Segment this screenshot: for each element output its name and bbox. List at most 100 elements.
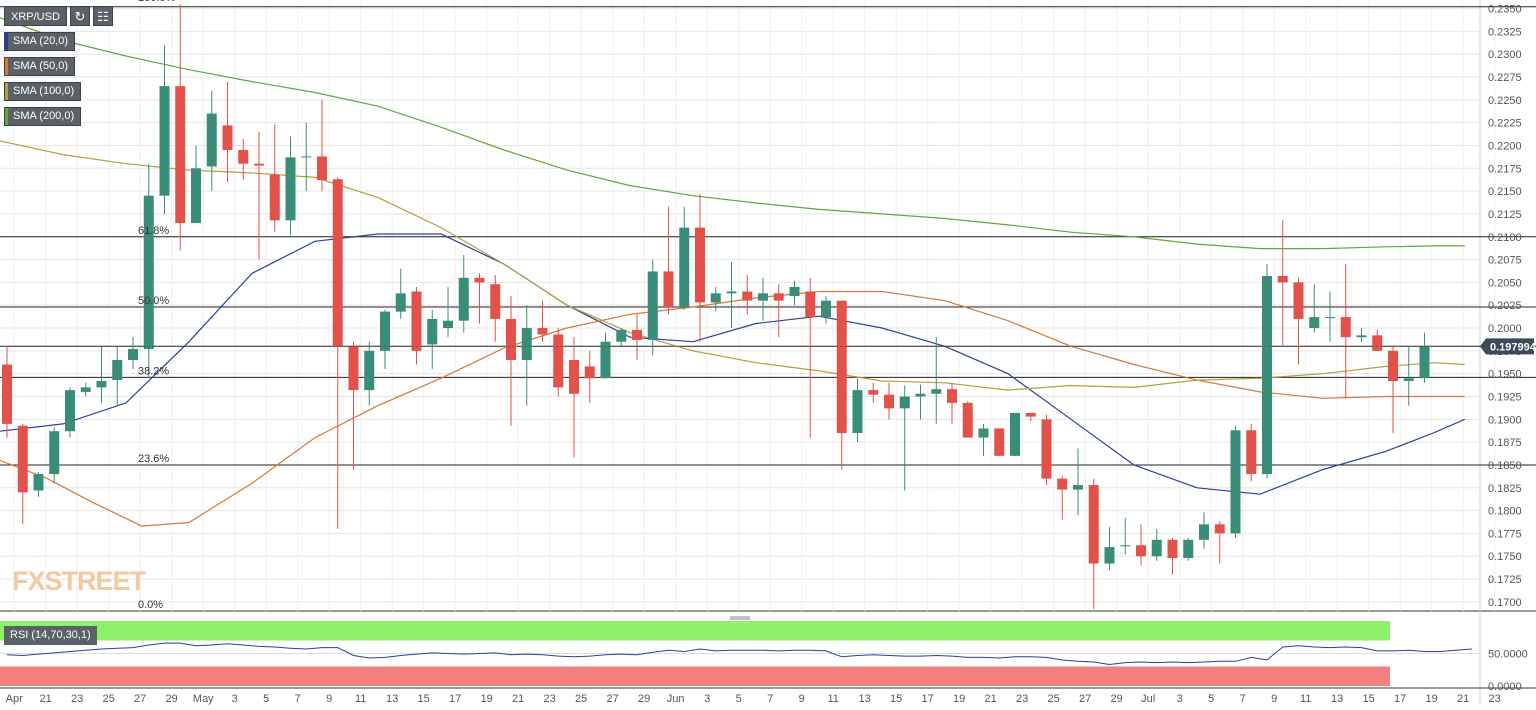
candle-body bbox=[1246, 430, 1257, 475]
candle-body bbox=[947, 389, 957, 403]
x-tick-label: 29 bbox=[1111, 693, 1123, 705]
candle-body bbox=[537, 328, 548, 335]
y-tick-label: 0.1750 bbox=[1488, 551, 1522, 563]
candle-body bbox=[836, 300, 847, 434]
y-tick-label: 0.2025 bbox=[1488, 300, 1522, 312]
legend-sma-20[interactable]: SMA (20,0) bbox=[4, 32, 76, 51]
candle-body bbox=[1025, 412, 1036, 417]
legend-sma-200[interactable]: SMA (200,0) bbox=[4, 107, 82, 126]
candle-body bbox=[380, 311, 390, 351]
candle-body bbox=[443, 320, 453, 329]
candle-body bbox=[96, 380, 107, 388]
y-tick-label: 0.1725 bbox=[1488, 574, 1522, 586]
legend-sma-100[interactable]: SMA (100,0) bbox=[4, 82, 82, 101]
candle-body bbox=[789, 286, 800, 297]
candle-body bbox=[1120, 545, 1131, 547]
candle-body bbox=[112, 359, 123, 381]
rsi-legend-label[interactable]: RSI (14,70,30,1) bbox=[4, 626, 97, 645]
candle-body bbox=[80, 387, 91, 392]
chart-toolbar: XRP/USD ↻ ☷ bbox=[4, 6, 113, 26]
candle-body bbox=[884, 394, 894, 409]
rsi-line bbox=[6, 642, 1472, 666]
sma-line bbox=[0, 233, 1466, 495]
candle-body bbox=[632, 329, 642, 340]
candle-body bbox=[1199, 524, 1209, 540]
symbol-selector[interactable]: XRP/USD bbox=[4, 6, 67, 26]
candle-body bbox=[1340, 317, 1351, 338]
x-tick-label: 15 bbox=[890, 693, 902, 705]
y-tick-label: 0.1900 bbox=[1488, 414, 1522, 426]
candle-body bbox=[65, 390, 75, 432]
candle-body bbox=[978, 428, 989, 438]
candle-body bbox=[1309, 317, 1320, 329]
candle-body bbox=[1183, 539, 1194, 559]
refresh-icon[interactable]: ↻ bbox=[69, 6, 90, 26]
x-tick-label: 13 bbox=[1331, 693, 1343, 705]
x-tick-label: Jun bbox=[667, 693, 685, 705]
candle-body bbox=[474, 277, 485, 283]
candle-body bbox=[1403, 378, 1414, 381]
candle-body bbox=[616, 329, 627, 342]
x-tick-label: 11 bbox=[355, 693, 366, 705]
y-tick-label: 0.2125 bbox=[1488, 209, 1522, 221]
candle-body bbox=[600, 341, 611, 379]
rsi-oversold-zone bbox=[0, 666, 1390, 686]
candle-body bbox=[1277, 276, 1288, 283]
x-tick-label: 13 bbox=[859, 693, 871, 705]
x-tick-label: 3 bbox=[1177, 693, 1183, 705]
candle-body bbox=[773, 293, 784, 301]
candle-body bbox=[821, 300, 831, 318]
candle-body bbox=[663, 271, 674, 308]
y-tick-label: 0.2200 bbox=[1488, 140, 1522, 152]
candle-body bbox=[710, 293, 721, 303]
candle-body bbox=[915, 393, 926, 397]
candle-body bbox=[1167, 539, 1178, 559]
candle-body bbox=[931, 389, 942, 394]
candle-body bbox=[899, 396, 910, 409]
y-tick-label: 0.2000 bbox=[1488, 323, 1522, 335]
x-tick-label: Apr bbox=[6, 693, 23, 705]
x-tick-label: 15 bbox=[1363, 693, 1375, 705]
x-tick-label: 25 bbox=[575, 693, 587, 705]
y-tick-label: 0.1825 bbox=[1488, 483, 1522, 495]
x-tick-label: 27 bbox=[1079, 693, 1091, 705]
x-tick-label: 25 bbox=[103, 693, 115, 705]
rsi-y-tick-label: 0.0000 bbox=[1488, 681, 1522, 693]
y-tick-label: 0.1775 bbox=[1488, 528, 1522, 540]
x-tick-label: 5 bbox=[736, 693, 742, 705]
x-tick-label: 7 bbox=[1240, 693, 1246, 705]
x-tick-label: 11 bbox=[1300, 693, 1311, 705]
x-tick-label: 27 bbox=[607, 693, 619, 705]
sma-line bbox=[0, 140, 1465, 391]
legend-sma-200-label: SMA (200,0) bbox=[13, 110, 75, 122]
rsi-y-tick-label: 50.0000 bbox=[1488, 649, 1528, 661]
x-tick-label: 23 bbox=[1489, 693, 1501, 705]
candle-body bbox=[49, 431, 60, 475]
candle-body bbox=[411, 291, 422, 351]
x-tick-label: 23 bbox=[1016, 693, 1028, 705]
fib-level-label: 0.0% bbox=[138, 599, 163, 611]
candle-body bbox=[852, 390, 863, 434]
x-tick-label: 19 bbox=[481, 693, 493, 705]
x-tick-label: 9 bbox=[1271, 693, 1277, 705]
y-tick-label: 0.1875 bbox=[1488, 437, 1522, 449]
candle-body bbox=[805, 291, 816, 318]
candle-body bbox=[521, 328, 532, 360]
candle-body bbox=[222, 125, 233, 151]
candle-body bbox=[758, 293, 768, 301]
candle-body bbox=[1136, 545, 1146, 557]
x-tick-label: 21 bbox=[512, 693, 524, 705]
candle-body bbox=[506, 318, 516, 360]
x-tick-label: 7 bbox=[767, 693, 773, 705]
y-tick-label: 0.1925 bbox=[1488, 391, 1522, 403]
chart-settings-icon[interactable]: ☷ bbox=[92, 6, 113, 26]
candle-body bbox=[962, 402, 973, 438]
y-tick-label: 0.2300 bbox=[1488, 49, 1522, 61]
fxstreet-watermark: FXSTREET bbox=[12, 566, 146, 596]
candle-body bbox=[742, 291, 753, 301]
candle-body bbox=[1073, 485, 1083, 490]
x-tick-label: 13 bbox=[386, 693, 398, 705]
legend-sma-50[interactable]: SMA (50,0) bbox=[4, 57, 76, 76]
